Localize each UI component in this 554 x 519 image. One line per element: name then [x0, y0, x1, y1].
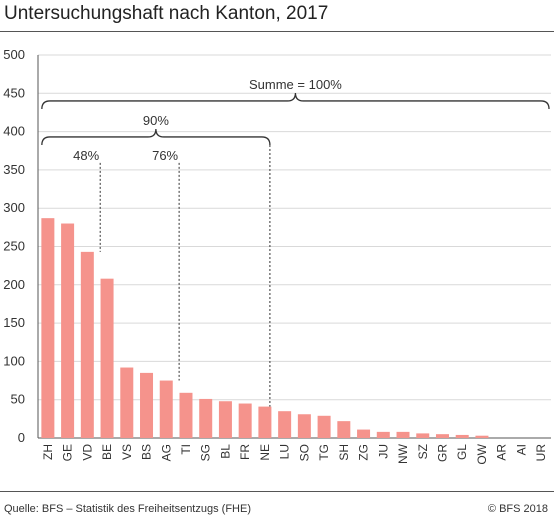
- bar: [80, 251, 94, 438]
- x-tick-label: UR: [534, 444, 548, 462]
- bar: [278, 411, 292, 438]
- bar: [455, 434, 469, 438]
- x-tick-label: JU: [376, 444, 390, 459]
- x-tick-label: SH: [337, 444, 351, 461]
- x-tick-label: LU: [278, 444, 292, 459]
- bar: [435, 434, 449, 438]
- x-tick-label: GR: [435, 444, 449, 462]
- y-tick-label: 50: [11, 392, 25, 407]
- x-tick-label: SO: [297, 444, 311, 461]
- annotation-label: Summe = 100%: [249, 77, 342, 92]
- annotation-brace: [41, 92, 550, 109]
- x-tick-label: ZH: [41, 444, 55, 460]
- bar: [317, 415, 331, 438]
- x-tick-label: SG: [199, 444, 213, 461]
- y-tick-label: 100: [3, 353, 25, 368]
- x-tick-label: BL: [218, 444, 232, 459]
- y-tick-label: 0: [18, 430, 25, 445]
- bar: [199, 398, 213, 438]
- bar: [376, 431, 390, 438]
- y-tick-label: 300: [3, 200, 25, 215]
- x-tick-label: AR: [495, 444, 509, 461]
- x-tick-label: GL: [455, 444, 469, 460]
- y-tick-label: 400: [3, 124, 25, 139]
- y-tick-label: 350: [3, 162, 25, 177]
- annotation-label: 48%: [73, 148, 99, 163]
- source-note: Quelle: BFS – Statistik des Freiheitsent…: [4, 503, 251, 515]
- bar: [100, 278, 114, 438]
- annotation-brace: [41, 128, 271, 145]
- x-tick-label: BS: [140, 444, 154, 460]
- bar: [120, 367, 134, 438]
- x-tick-label: ZG: [357, 444, 371, 461]
- copyright-note: © BFS 2018: [487, 503, 548, 515]
- y-tick-label: 450: [3, 85, 25, 100]
- bar: [218, 401, 232, 438]
- bar: [140, 372, 154, 438]
- x-tick-label: VS: [120, 444, 134, 460]
- bottom-rule: [0, 491, 554, 492]
- bar: [357, 429, 371, 438]
- bar: [258, 406, 272, 438]
- y-tick-label: 200: [3, 277, 25, 292]
- bar: [475, 435, 489, 438]
- bar: [396, 431, 410, 438]
- x-tick-label: GE: [61, 444, 75, 461]
- annotation-label: 76%: [152, 148, 178, 163]
- x-tick-label: SZ: [416, 444, 430, 459]
- chart-title: Untersuchungshaft nach Kanton, 2017: [4, 3, 329, 24]
- bar: [179, 392, 193, 438]
- top-rule: [0, 31, 554, 32]
- bar: [41, 218, 55, 438]
- x-tick-label: TI: [179, 444, 193, 455]
- x-tick-label: FR: [238, 444, 252, 460]
- bar-chart: Summe = 100% 90% 48% 76% 0 50 100 150 200 250 300…: [3, 47, 551, 465]
- bar: [297, 414, 311, 438]
- x-tick-label: TG: [317, 444, 331, 461]
- bar: [61, 223, 75, 438]
- bar: [337, 421, 351, 438]
- x-tick-label: BE: [100, 444, 114, 460]
- bar: [238, 403, 252, 438]
- bar: [159, 380, 173, 438]
- x-tick-label: NW: [396, 443, 410, 464]
- y-tick-label: 250: [3, 239, 25, 254]
- y-tick-label: 150: [3, 315, 25, 330]
- x-tick-label: NE: [258, 444, 272, 461]
- y-tick-label: 500: [3, 47, 25, 62]
- x-tick-label: AI: [514, 444, 528, 455]
- x-tick-label: OW: [475, 443, 489, 464]
- x-tick-label: VD: [80, 444, 94, 461]
- annotation-label: 90%: [143, 113, 169, 128]
- x-tick-label: AG: [159, 444, 173, 461]
- bar: [416, 433, 430, 438]
